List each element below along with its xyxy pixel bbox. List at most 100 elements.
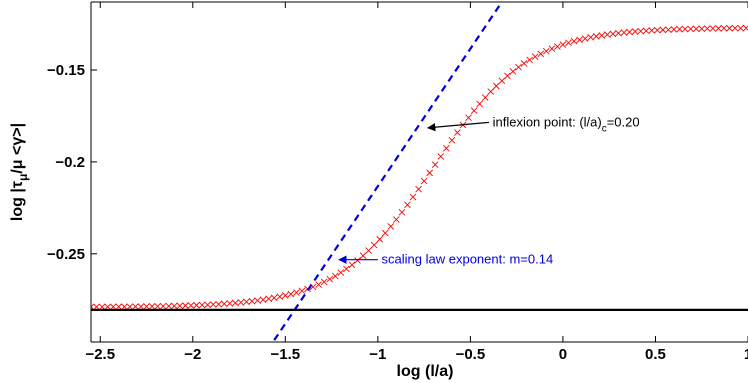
x-tick-label: 0.5 bbox=[645, 346, 666, 363]
data-point-marker bbox=[620, 29, 628, 36]
data-point-marker bbox=[587, 34, 595, 41]
data-point-marker bbox=[337, 269, 345, 276]
data-point-marker bbox=[204, 301, 211, 309]
data-point-marker bbox=[615, 29, 622, 37]
data-point-marker bbox=[326, 275, 334, 283]
data-point-marker bbox=[487, 88, 495, 95]
data-point-marker bbox=[604, 31, 611, 38]
data-point-marker bbox=[626, 28, 633, 36]
data-point-marker bbox=[559, 41, 567, 48]
data-point-marker bbox=[220, 300, 228, 308]
data-point-marker bbox=[648, 27, 656, 34]
data-point-marker bbox=[182, 302, 189, 309]
data-point-marker bbox=[504, 72, 511, 80]
y-ticks: −0.15 −0.2 −0.25 bbox=[47, 62, 97, 263]
data-point-marker bbox=[576, 36, 583, 44]
data-point-marker bbox=[542, 47, 550, 55]
data-point-marker bbox=[248, 297, 256, 305]
data-layer bbox=[91, 2, 748, 341]
data-point-marker bbox=[398, 208, 406, 216]
data-point-marker bbox=[454, 129, 461, 136]
data-point-marker bbox=[742, 24, 748, 32]
data-point-marker bbox=[426, 169, 433, 177]
data-point-marker bbox=[681, 25, 689, 33]
data-point-marker bbox=[276, 293, 284, 301]
data-point-marker bbox=[265, 295, 272, 303]
data-point-marker bbox=[343, 265, 350, 273]
data-point-marker bbox=[348, 261, 356, 269]
data-point-marker bbox=[143, 303, 150, 310]
data-point-marker bbox=[470, 107, 478, 114]
data-point-marker bbox=[209, 301, 217, 308]
x-tick-label: −0.5 bbox=[456, 346, 486, 363]
data-point-marker bbox=[254, 297, 261, 304]
x-tick-label: 0 bbox=[559, 346, 567, 363]
data-point-marker bbox=[443, 145, 450, 152]
data-point-marker bbox=[515, 63, 522, 71]
data-point-marker bbox=[315, 281, 322, 288]
data-point-marker bbox=[187, 302, 195, 309]
data-point-marker bbox=[431, 161, 439, 168]
data-point-marker bbox=[370, 241, 378, 249]
inflexion-label-tail: =0.20 bbox=[607, 114, 640, 129]
data-point-marker bbox=[365, 247, 372, 254]
data-point-marker bbox=[548, 45, 556, 53]
data-point-marker bbox=[381, 229, 389, 237]
data-point-marker bbox=[659, 26, 667, 34]
data-point-marker bbox=[698, 25, 706, 32]
data-point-marker bbox=[437, 153, 445, 160]
data-point-marker bbox=[287, 290, 295, 298]
data-point-marker bbox=[282, 292, 289, 299]
data-point-marker bbox=[148, 303, 156, 310]
data-point-marker bbox=[393, 216, 400, 223]
data-point-marker bbox=[565, 39, 572, 47]
annotation-scaling-law: scaling law exponent: m=0.14 bbox=[338, 252, 554, 267]
y-axis-label-rest: /μ <γ>| bbox=[9, 123, 26, 174]
data-point-marker bbox=[359, 252, 367, 260]
data-point-marker bbox=[581, 35, 589, 42]
x-axis-label: log (l/a) bbox=[397, 363, 454, 380]
data-point-marker bbox=[642, 27, 650, 35]
x-tick-label: −2.5 bbox=[85, 346, 115, 363]
marker-series bbox=[91, 24, 748, 311]
data-point-marker bbox=[215, 300, 223, 308]
x-tick-label: 1 bbox=[744, 346, 748, 363]
data-point-marker bbox=[132, 303, 139, 310]
data-point-marker bbox=[526, 56, 533, 64]
data-point-marker bbox=[198, 301, 206, 309]
data-point-marker bbox=[676, 25, 683, 33]
data-point-marker bbox=[653, 26, 661, 34]
data-point-marker bbox=[498, 77, 506, 85]
inflexion-label-subscript: c bbox=[602, 123, 607, 134]
x-ticks: −2.5 −2 −1.5 −1 −0.5 0 0.5 1 bbox=[85, 2, 748, 363]
data-point-marker bbox=[115, 303, 123, 311]
data-point-marker bbox=[154, 302, 161, 310]
data-point-marker bbox=[232, 299, 239, 307]
data-point-marker bbox=[404, 201, 411, 209]
data-point-marker bbox=[320, 278, 328, 286]
data-point-marker bbox=[554, 43, 561, 50]
data-point-marker bbox=[481, 94, 489, 101]
data-point-marker bbox=[170, 302, 178, 310]
scaling-law-fit-line bbox=[273, 2, 503, 341]
y-tick-label: −0.2 bbox=[55, 154, 85, 171]
y-tick-label: −0.15 bbox=[47, 62, 85, 79]
data-point-marker bbox=[159, 302, 167, 310]
data-point-marker bbox=[226, 300, 234, 307]
data-point-marker bbox=[609, 30, 617, 38]
data-point-marker bbox=[631, 28, 639, 35]
data-point-marker bbox=[409, 193, 417, 201]
data-point-marker bbox=[354, 257, 361, 264]
data-point-marker bbox=[420, 177, 428, 185]
data-point-marker bbox=[270, 294, 278, 302]
data-point-marker bbox=[715, 25, 722, 32]
data-point-marker bbox=[415, 185, 422, 193]
data-point-marker bbox=[387, 223, 395, 230]
y-axis-label: log |τμ/μ <γ>| bbox=[9, 123, 30, 221]
data-point-marker bbox=[476, 100, 483, 108]
scaling-law-label: scaling law exponent: m=0.14 bbox=[382, 252, 554, 267]
data-point-marker bbox=[465, 114, 472, 121]
data-point-marker bbox=[176, 302, 184, 310]
data-point-marker bbox=[709, 25, 717, 32]
x-tick-label: −2 bbox=[184, 346, 201, 363]
